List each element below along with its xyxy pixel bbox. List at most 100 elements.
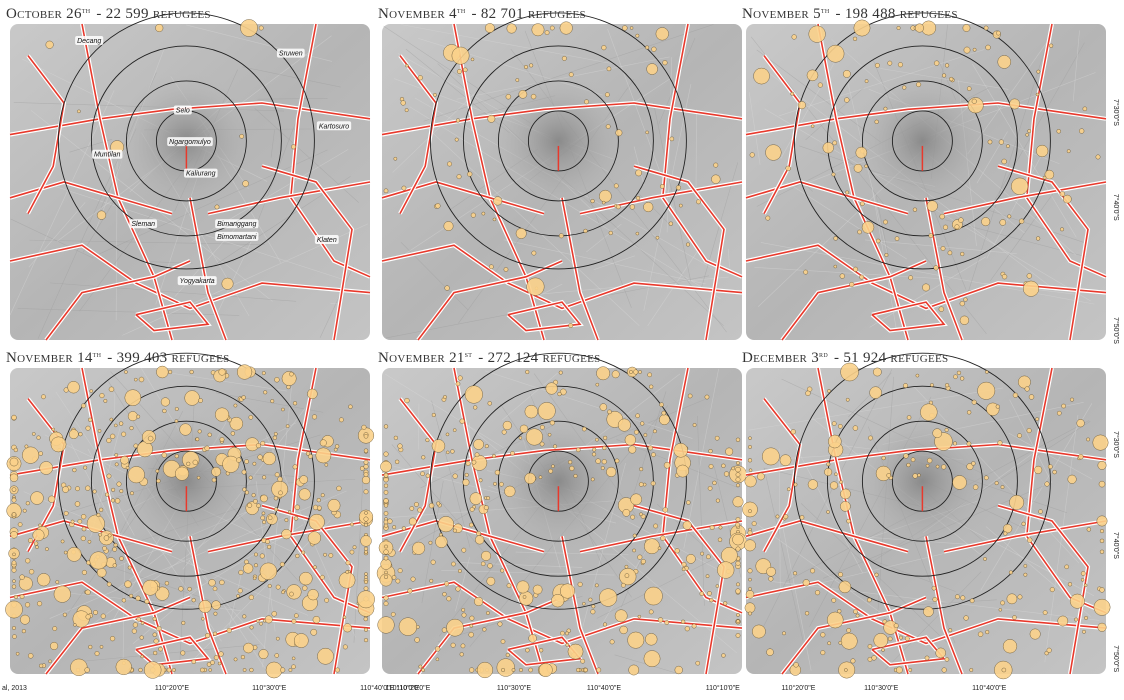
refugee-site <box>139 668 143 672</box>
refugee-site <box>539 663 552 676</box>
refugee-site <box>243 488 247 492</box>
refugee-site <box>295 505 300 510</box>
refugee-site <box>209 579 216 586</box>
refugee-site <box>268 516 272 520</box>
refugee-site <box>749 469 752 472</box>
refugee-site <box>110 418 113 421</box>
map-panel <box>5 353 374 678</box>
refugee-site <box>62 486 68 492</box>
refugee-site <box>1009 495 1023 509</box>
refugee-site <box>599 589 617 607</box>
refugee-site <box>102 546 106 550</box>
panel-title: November 5th- 198 488 refugees <box>742 5 958 22</box>
refugee-site <box>865 79 868 82</box>
refugee-site <box>313 566 316 569</box>
refugee-site <box>638 615 641 618</box>
refugee-site <box>584 100 588 104</box>
refugee-site <box>748 569 753 574</box>
refugee-site <box>736 477 740 481</box>
refugee-site <box>144 662 161 679</box>
refugee-site <box>932 586 936 590</box>
refugee-site <box>141 621 144 624</box>
refugee-site <box>1053 470 1057 474</box>
refugee-site <box>665 620 669 624</box>
refugee-site <box>446 619 463 636</box>
lon-label: 110°30'0"E <box>252 684 286 692</box>
refugee-site <box>472 460 476 464</box>
refugee-site <box>37 601 42 606</box>
refugee-site <box>384 596 389 601</box>
refugee-site <box>532 24 544 36</box>
refugee-site <box>696 661 700 665</box>
refugee-site <box>821 650 825 654</box>
refugee-site <box>40 461 53 474</box>
refugee-site <box>529 634 537 642</box>
refugee-site <box>683 521 692 530</box>
refugee-site <box>445 286 450 291</box>
refugee-site <box>580 659 584 663</box>
refugee-site <box>1057 411 1061 415</box>
refugee-site <box>718 538 722 542</box>
refugee-site <box>275 653 279 657</box>
refugee-site <box>634 430 638 434</box>
refugee-site <box>736 461 740 465</box>
refugee-site <box>529 64 533 68</box>
refugee-site <box>787 488 790 491</box>
refugee-site <box>558 392 562 396</box>
refugee-site <box>469 523 473 527</box>
refugee-site <box>565 632 568 635</box>
refugee-site <box>22 629 26 633</box>
refugee-site <box>293 465 298 470</box>
refugee-site <box>45 547 48 550</box>
refugee-site <box>883 220 887 224</box>
refugee-site <box>917 474 920 477</box>
refugee-site <box>805 391 810 396</box>
refugee-site <box>676 185 681 190</box>
refugee-site <box>629 370 632 373</box>
refugee-site <box>139 377 144 382</box>
refugee-site <box>839 480 843 484</box>
refugee-site <box>748 587 751 590</box>
refugee-site <box>504 267 508 271</box>
refugee-site <box>736 561 741 566</box>
refugee-site <box>807 70 818 81</box>
refugee-site <box>731 467 734 470</box>
refugee-site <box>895 237 899 241</box>
refugee-site <box>35 546 38 549</box>
refugee-site <box>606 124 610 128</box>
refugee-site <box>78 519 82 523</box>
refugee-site <box>616 130 622 136</box>
refugee-site <box>273 436 277 440</box>
refugee-site <box>12 553 15 556</box>
place-label: Kaliurang <box>186 171 216 178</box>
refugee-site <box>236 458 241 463</box>
refugee-site <box>405 108 408 111</box>
refugee-site <box>396 579 400 583</box>
title-count: - 51 924 refugees <box>834 350 948 366</box>
refugee-site <box>648 446 653 451</box>
refugee-site <box>239 570 244 575</box>
refugee-site <box>1049 44 1053 48</box>
refugee-site <box>636 196 640 200</box>
refugee-site <box>438 516 454 532</box>
refugee-site <box>1036 417 1039 420</box>
refugee-site <box>506 653 510 657</box>
refugee-site <box>168 370 172 374</box>
refugee-site <box>638 370 641 373</box>
refugee-site <box>153 651 157 655</box>
refugee-site <box>821 633 826 638</box>
refugee-site <box>143 580 158 595</box>
refugee-site <box>834 473 837 476</box>
refugee-site <box>641 559 646 564</box>
refugee-site <box>72 468 76 472</box>
refugee-site <box>967 442 971 446</box>
refugee-site <box>566 643 569 646</box>
refugee-site <box>243 181 249 187</box>
refugee-site <box>421 472 425 476</box>
refugee-site <box>267 545 271 549</box>
refugee-site <box>847 519 851 523</box>
refugee-site <box>286 425 289 428</box>
refugee-site <box>616 205 620 209</box>
refugee-site <box>794 662 799 667</box>
refugee-site <box>492 454 496 458</box>
